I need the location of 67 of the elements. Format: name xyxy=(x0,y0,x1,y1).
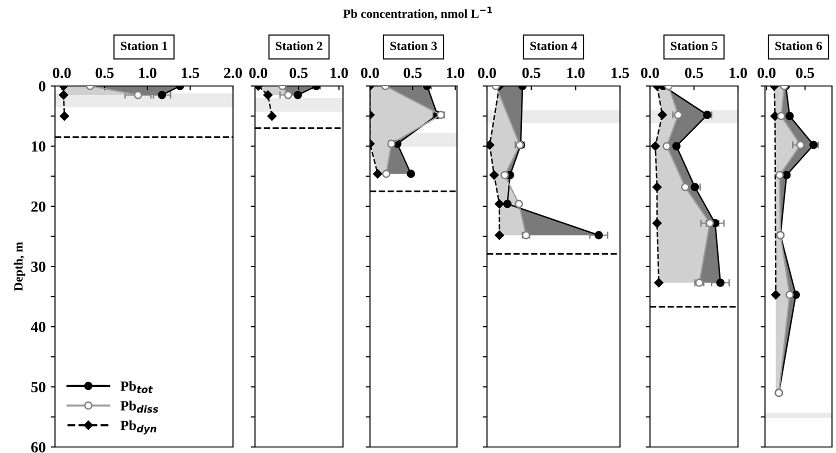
x-tick-label: 1.0 xyxy=(139,68,156,78)
y-tick-label: 10 xyxy=(32,141,46,152)
point xyxy=(716,278,725,287)
x-tick-label: 0.5 xyxy=(796,68,814,78)
point xyxy=(796,140,805,150)
chart-title: Station 1 xyxy=(120,41,168,50)
y-tick-label: 20 xyxy=(31,201,46,212)
point xyxy=(809,140,818,150)
x-tick-label: 0.5 xyxy=(522,68,540,78)
point xyxy=(594,231,603,240)
x-tick-label: 0.5 xyxy=(290,68,308,78)
point xyxy=(503,200,512,208)
legend-label: Pb$_{dyn}$ xyxy=(120,420,156,434)
point xyxy=(775,170,784,180)
point xyxy=(785,290,794,299)
y-tick-label: 40 xyxy=(30,322,46,332)
point xyxy=(436,110,445,120)
x-tick-label: 0.0 xyxy=(641,68,659,78)
point xyxy=(658,110,667,120)
point xyxy=(652,182,662,192)
point xyxy=(771,290,780,300)
chart-title: Station 3 xyxy=(390,41,437,50)
point xyxy=(652,218,662,228)
y-tick-label: 30 xyxy=(31,262,46,272)
x-tick-label: 0.0 xyxy=(478,68,496,78)
x-tick-label: 0.5 xyxy=(685,68,703,78)
point xyxy=(672,142,681,150)
chart-title: Station 6 xyxy=(775,41,822,50)
x-tick-label: 1.0 xyxy=(730,68,747,78)
x-tick-label: 0.0 xyxy=(249,68,268,78)
point xyxy=(500,170,509,180)
y-axis-title: Depth, m xyxy=(14,242,26,291)
point xyxy=(489,170,499,180)
x-tick-label: 1.0 xyxy=(330,68,348,78)
x-tick-label: 1.5 xyxy=(182,68,200,78)
point xyxy=(514,200,524,208)
x-tick-label: 0.0 xyxy=(52,68,71,78)
y-tick-label: 60 xyxy=(31,442,46,452)
x-tick-label: 2.0 xyxy=(224,68,242,78)
point xyxy=(654,278,664,288)
chart-title: Station 2 xyxy=(276,41,322,50)
x-tick-label: 0.5 xyxy=(96,68,114,78)
point xyxy=(785,112,794,120)
y-tick-label: 0 xyxy=(38,81,46,92)
x-tick-label: 1.0 xyxy=(567,68,585,78)
text: Pb concentration, nmol L$^{−1}$ xyxy=(343,6,492,20)
x-tick-label: 1.5 xyxy=(612,68,629,78)
point xyxy=(406,170,416,178)
chart-title: Station 4 xyxy=(530,41,578,50)
point xyxy=(782,170,791,180)
point xyxy=(690,182,700,192)
x-tick-label: 1.0 xyxy=(446,68,464,78)
x-tick-label: 0.0 xyxy=(361,68,379,78)
point xyxy=(650,142,660,151)
point xyxy=(494,230,504,240)
x-tick-label: 0.5 xyxy=(404,68,422,78)
point xyxy=(382,170,390,178)
x-tick-label: 0.0 xyxy=(758,68,776,78)
point xyxy=(681,182,690,192)
chart-title: Station 5 xyxy=(670,41,718,50)
point xyxy=(674,110,682,120)
y-tick-label: 50 xyxy=(31,382,46,392)
point xyxy=(777,112,786,120)
legend-label: Pb$_{tot}$ xyxy=(120,381,153,394)
legend-label: Pb$_{diss}$ xyxy=(120,400,158,413)
point xyxy=(494,199,504,209)
point xyxy=(662,142,671,150)
